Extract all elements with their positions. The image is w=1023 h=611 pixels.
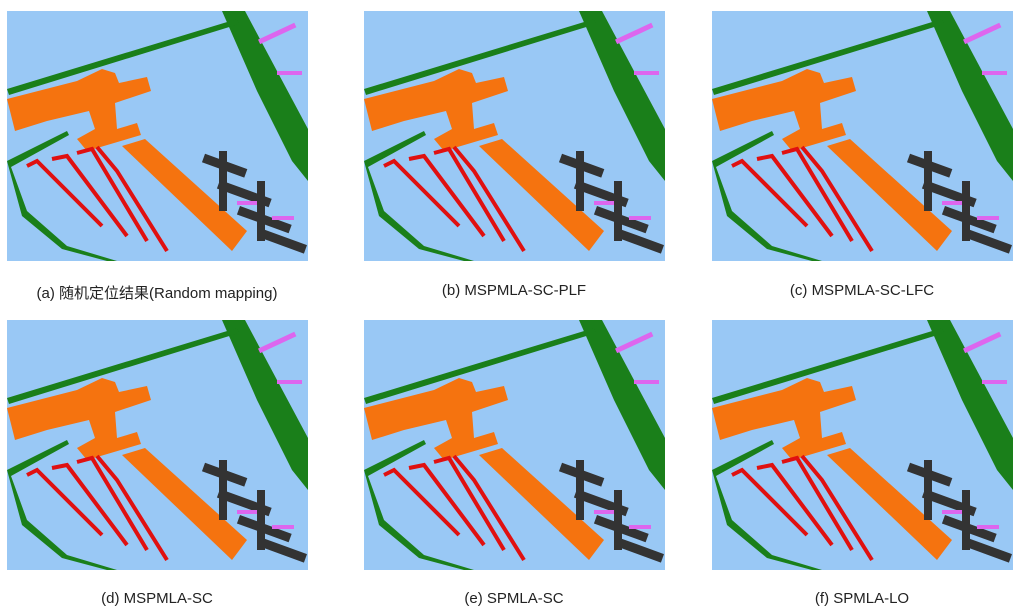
classification-map — [364, 11, 665, 261]
caption: (d) MSPMLA-SC — [0, 590, 327, 607]
caption: (a) 随机定位结果(Random mapping) — [0, 282, 327, 303]
classification-map — [7, 11, 308, 261]
caption: (c) MSPMLA-SC-LFC — [692, 282, 1023, 299]
classification-map — [712, 320, 1013, 570]
classification-map — [364, 320, 665, 570]
figure: (a) 随机定位结果(Random mapping) (b) MSPMLA-SC-… — [0, 0, 1023, 611]
classification-map — [712, 11, 1013, 261]
caption: (b) MSPMLA-SC-PLF — [344, 282, 684, 299]
classification-map — [7, 320, 308, 570]
caption: (f) SPMLA-LO — [692, 590, 1023, 607]
caption: (e) SPMLA-SC — [344, 590, 684, 607]
